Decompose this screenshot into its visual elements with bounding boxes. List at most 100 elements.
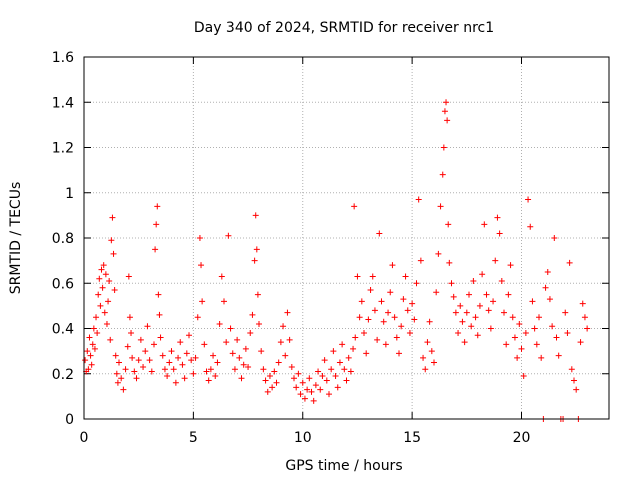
data-point [551, 235, 558, 241]
data-point [236, 354, 243, 361]
data-point [440, 144, 447, 151]
data-point [546, 296, 553, 303]
data-point [271, 368, 278, 375]
data-point [361, 330, 367, 337]
data-point [118, 375, 125, 382]
data-point [483, 291, 490, 298]
data-point [544, 268, 551, 275]
data-point [116, 359, 122, 366]
data-point [472, 314, 479, 321]
data-point [555, 352, 562, 359]
data-point [452, 309, 459, 316]
y-tick-label: 0.2 [52, 367, 74, 383]
data-point [433, 289, 440, 296]
data-point [99, 284, 106, 291]
data-point [428, 348, 435, 355]
data-point [258, 348, 265, 355]
data-point [188, 357, 195, 364]
data-point [198, 262, 205, 269]
data-point [90, 325, 97, 332]
data-point [431, 359, 437, 366]
data-point [461, 339, 468, 346]
data-point [536, 314, 542, 321]
data-point [476, 302, 483, 309]
data-point [457, 302, 464, 309]
data-point [479, 271, 486, 278]
data-point [522, 330, 529, 337]
data-point [445, 221, 452, 228]
data-point [507, 262, 514, 269]
data-point [277, 339, 284, 346]
y-tick-label: 0.8 [52, 231, 74, 247]
data-point [86, 334, 93, 341]
data-point [485, 307, 492, 314]
data-point [527, 223, 534, 230]
data-point [328, 366, 335, 373]
data-point [175, 354, 182, 361]
data-point [411, 316, 418, 323]
data-point [179, 361, 186, 368]
data-point [280, 323, 287, 330]
data-point [304, 386, 311, 393]
data-point [181, 375, 188, 382]
data-point [356, 314, 363, 321]
data-point [125, 273, 132, 280]
data-point [343, 377, 350, 384]
data-point [336, 359, 343, 366]
data-point [553, 334, 560, 341]
x-tick-label: 5 [189, 430, 198, 446]
data-point [573, 386, 580, 393]
data-point [332, 373, 339, 380]
data-point [321, 357, 328, 364]
data-point [166, 359, 173, 366]
data-point [492, 257, 499, 264]
data-point [538, 354, 545, 361]
data-point [413, 280, 420, 287]
data-point [107, 336, 114, 343]
data-point [400, 296, 407, 303]
data-point [404, 307, 411, 314]
data-point [168, 348, 175, 355]
data-point [354, 273, 361, 280]
data-point [516, 320, 523, 327]
data-point [284, 309, 291, 316]
data-point [424, 339, 431, 346]
data-point [186, 332, 192, 339]
data-point [571, 377, 577, 384]
data-point [330, 348, 337, 355]
data-point [249, 311, 256, 318]
data-point [196, 235, 203, 241]
data-point [511, 334, 518, 341]
data-point [380, 318, 387, 325]
data-point [501, 309, 507, 316]
data-point [509, 314, 516, 321]
data-point [129, 354, 136, 361]
data-point [581, 314, 588, 321]
data-point [514, 354, 521, 361]
y-tick-label: 0.4 [52, 322, 74, 338]
data-point [275, 359, 282, 366]
data-point [112, 352, 119, 359]
data-point [391, 314, 398, 321]
data-point [155, 291, 162, 298]
data-point [374, 336, 381, 343]
data-point [382, 341, 389, 348]
data-point [577, 339, 584, 346]
data-point [417, 257, 424, 264]
data-point [234, 336, 241, 343]
data-point [157, 334, 164, 341]
data-point [124, 343, 131, 350]
data-point [148, 368, 155, 375]
data-point [108, 237, 115, 244]
data-point [214, 359, 221, 366]
data-point [216, 320, 223, 327]
data-point [133, 375, 140, 382]
data-point [396, 350, 402, 357]
data-point [299, 379, 306, 386]
data-point [242, 345, 249, 352]
data-point [151, 341, 157, 348]
data-point [95, 291, 102, 298]
data-point [579, 300, 586, 307]
data-points [82, 99, 591, 422]
data-point [468, 323, 475, 330]
